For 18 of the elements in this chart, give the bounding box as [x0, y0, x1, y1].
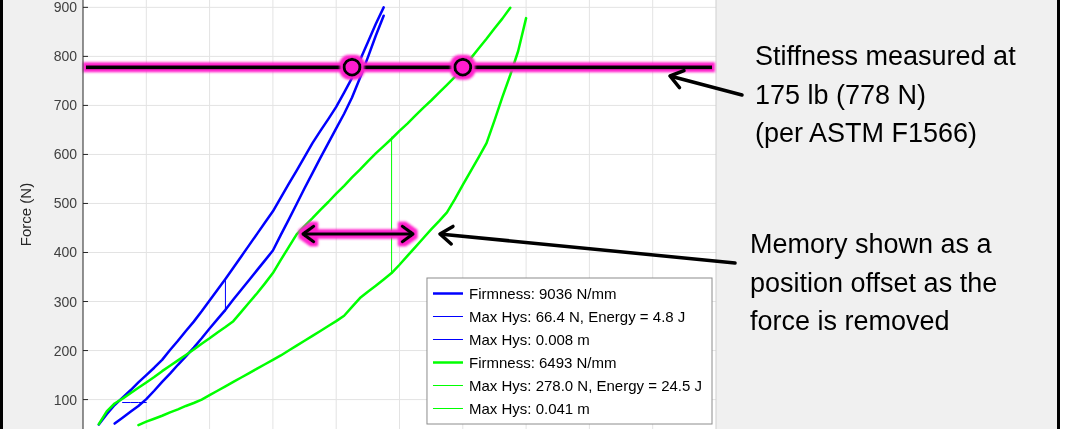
y-axis-title: Force (N) — [16, 182, 34, 247]
legend-label: Max Hys: 0.041 m — [468, 400, 590, 417]
legend-label: Max Hys: 278.0 N, Energy = 24.5 J — [468, 377, 702, 394]
legend-label: Max Hys: 66.4 N, Energy = 4.8 J — [468, 308, 686, 325]
y-tick-label: 800 — [53, 48, 78, 65]
y-tick-label: 600 — [53, 146, 78, 163]
y-tick-label: 400 — [53, 244, 78, 261]
text: Stiffness measured at 175 lb (778 N) (per ASTM F1566) — [755, 41, 1017, 148]
text: Memory shown as a position offset as the force is removed — [750, 229, 998, 336]
legend-label: Firmness: 6493 N/mm — [468, 354, 617, 371]
legend-label: Max Hys: 0.008 m — [468, 331, 590, 348]
y-tick-label: 500 — [53, 195, 78, 212]
y-tick-label: 700 — [53, 97, 78, 114]
y-tick-label: 900 — [53, 0, 78, 16]
y-tick-label: 100 — [53, 391, 78, 408]
y-tick-label: 300 — [53, 293, 78, 310]
y-tick-label: 200 — [53, 342, 78, 359]
legend-label: Firmness: 9036 N/mm — [468, 285, 617, 302]
